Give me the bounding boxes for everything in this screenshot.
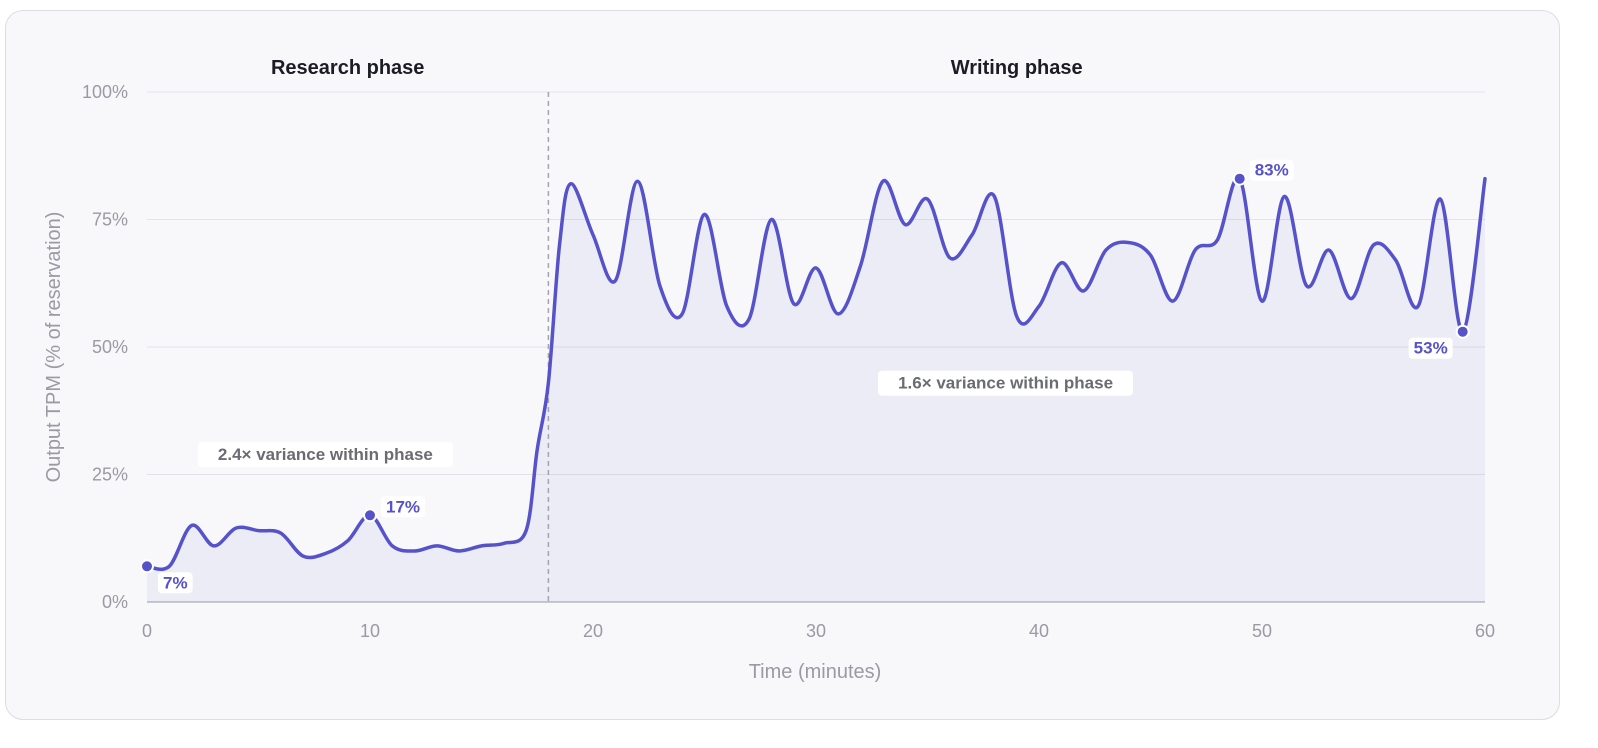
x-tick-label: 20 bbox=[583, 621, 603, 641]
y-tick-label: 100% bbox=[82, 82, 128, 102]
annotation-point-dot bbox=[142, 561, 152, 572]
variance-note: 1.6× variance within phase bbox=[878, 370, 1134, 396]
annotation-point: 53% bbox=[1408, 324, 1470, 359]
series-line bbox=[145, 175, 1487, 572]
annotation-label: 83% bbox=[1255, 161, 1289, 180]
annotation-point-dot bbox=[365, 510, 375, 521]
variance-note-box bbox=[878, 370, 1134, 396]
x-axis-label: Time (minutes) bbox=[749, 661, 882, 683]
annotation-label-bg bbox=[1408, 337, 1453, 359]
y-tick-label: 25% bbox=[92, 465, 128, 485]
annotation-label: 7% bbox=[163, 573, 188, 592]
annotation-point: 83% bbox=[1232, 159, 1294, 186]
x-tick-label: 0 bbox=[142, 621, 152, 641]
variance-note-text: 2.4× variance within phase bbox=[218, 445, 433, 464]
annotation-point-dot bbox=[1457, 326, 1468, 337]
series-layer bbox=[145, 175, 1487, 572]
annotation-point: 17% bbox=[363, 496, 426, 523]
gridlines bbox=[147, 91, 1485, 603]
tick-labels-layer: 0% 25% 50% 75% 100% 0 10 20 30 40 50 60 bbox=[82, 82, 1495, 641]
series-area bbox=[147, 177, 1485, 602]
annotation-label: 17% bbox=[386, 497, 420, 516]
phase-titles-layer: Research phase Writing phase bbox=[271, 57, 1083, 79]
annotation-point: 7% bbox=[140, 559, 193, 594]
annotation-point-dot bbox=[1234, 173, 1245, 184]
annotation-label: 53% bbox=[1414, 339, 1448, 358]
annotation-label-bg bbox=[381, 496, 426, 518]
annotation-label-bg bbox=[1249, 159, 1294, 181]
x-tick-label: 40 bbox=[1029, 621, 1049, 641]
variance-note-box bbox=[197, 442, 453, 468]
y-axis-label: Output TPM (% of reservation) bbox=[43, 212, 65, 483]
x-tick-label: 60 bbox=[1475, 621, 1495, 641]
phase-title: Research phase bbox=[271, 57, 424, 79]
variance-note-text: 1.6× variance within phase bbox=[898, 374, 1113, 393]
y-tick-label: 0% bbox=[102, 592, 128, 612]
y-tick-label: 75% bbox=[92, 210, 128, 230]
phase-title: Writing phase bbox=[951, 57, 1083, 79]
x-tick-label: 10 bbox=[360, 621, 380, 641]
notes-layer: 2.4× variance within phase 1.6× variance … bbox=[197, 370, 1134, 468]
annotation-points-layer: 7% 17% 83% 53% bbox=[140, 159, 1470, 594]
annotation-label-bg bbox=[158, 572, 193, 594]
area-layer bbox=[147, 177, 1485, 602]
x-tick-label: 50 bbox=[1252, 621, 1272, 641]
x-tick-label: 30 bbox=[806, 621, 826, 641]
y-tick-label: 50% bbox=[92, 337, 128, 357]
variance-note: 2.4× variance within phase bbox=[197, 442, 453, 468]
